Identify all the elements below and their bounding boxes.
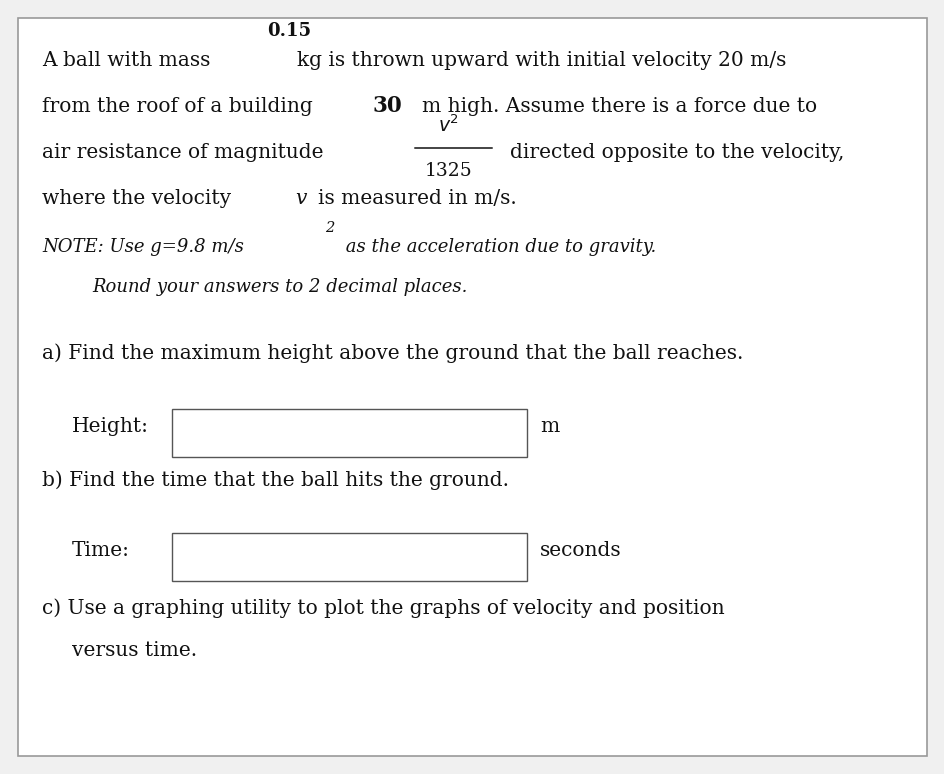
Text: from the roof of a building: from the roof of a building: [42, 97, 312, 116]
Text: kg is thrown upward with initial velocity 20 m/s: kg is thrown upward with initial velocit…: [296, 51, 785, 70]
Text: Height:: Height:: [72, 417, 149, 436]
Text: air resistance of magnitude: air resistance of magnitude: [42, 143, 323, 162]
Text: versus time.: versus time.: [72, 641, 197, 660]
Text: m high. Assume there is a force due to: m high. Assume there is a force due to: [422, 97, 817, 116]
Text: 0.15: 0.15: [267, 22, 311, 40]
Text: is measured in m/s.: is measured in m/s.: [318, 189, 516, 208]
Text: where the velocity: where the velocity: [42, 189, 231, 208]
Text: a) Find the maximum height above the ground that the ball reaches.: a) Find the maximum height above the gro…: [42, 344, 743, 363]
Text: seconds: seconds: [539, 541, 621, 560]
FancyBboxPatch shape: [18, 18, 926, 756]
Text: A ball with mass: A ball with mass: [42, 51, 211, 70]
Text: 30: 30: [372, 95, 401, 117]
Text: b) Find the time that the ball hits the ground.: b) Find the time that the ball hits the …: [42, 471, 509, 490]
Text: as the acceleration due to gravity.: as the acceleration due to gravity.: [340, 238, 655, 256]
Text: NOTE: Use g=9.8 m/s: NOTE: Use g=9.8 m/s: [42, 238, 244, 256]
Text: $v^2$: $v^2$: [437, 115, 459, 136]
Text: Time:: Time:: [72, 541, 130, 560]
Text: v: v: [295, 189, 306, 208]
Text: Round your answers to 2 decimal places.: Round your answers to 2 decimal places.: [92, 278, 467, 296]
Text: c) Use a graphing utility to plot the graphs of velocity and position: c) Use a graphing utility to plot the gr…: [42, 598, 724, 618]
Text: 2: 2: [325, 221, 334, 235]
Text: directed opposite to the velocity,: directed opposite to the velocity,: [510, 143, 844, 162]
Text: m: m: [539, 417, 559, 436]
FancyBboxPatch shape: [172, 533, 527, 581]
FancyBboxPatch shape: [172, 409, 527, 457]
Text: 1325: 1325: [425, 162, 472, 180]
